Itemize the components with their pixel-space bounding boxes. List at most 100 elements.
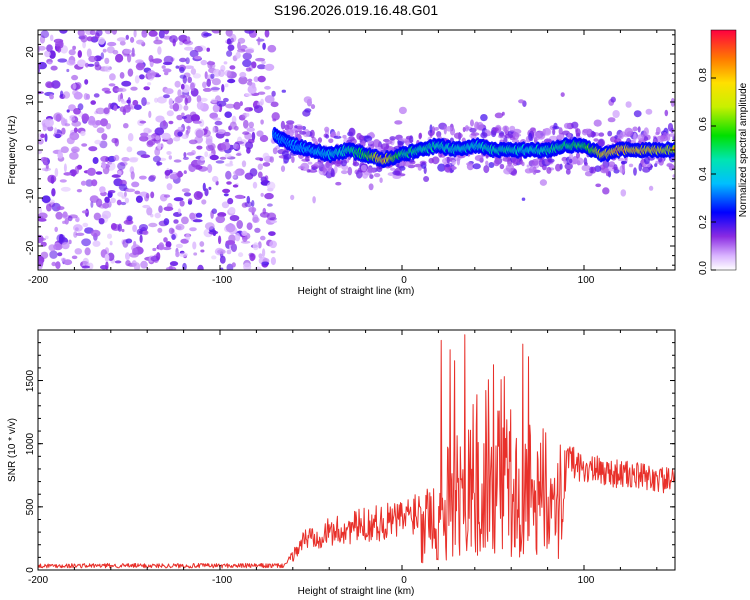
noise-blob [56,233,66,243]
noise-blob [209,112,218,119]
noise-blob [51,261,57,267]
noise-blob [243,262,252,270]
noise-blob [140,260,148,269]
signal-halo-blob [428,157,434,164]
noise-blob [60,186,71,192]
noise-blob [157,227,163,233]
noise-blob [257,241,262,249]
signal-halo-blob [610,96,616,103]
noise-blob [119,40,126,46]
noise-blob [237,37,246,44]
noise-blob [80,130,86,137]
noise-blob [220,267,224,270]
noise-blob [190,68,197,75]
noise-blob [211,30,222,34]
noise-blob [133,240,137,248]
signal-halo-blob [608,161,616,168]
noise-blob [89,195,99,203]
noise-blob [226,50,233,57]
noise-blob [68,239,72,245]
signal-halo-blob [451,165,456,171]
noise-blob [41,195,51,203]
noise-blob [55,261,61,269]
noise-blob [231,243,237,252]
noise-blob [239,71,247,78]
noise-blob [244,201,253,208]
noise-blob [126,146,133,153]
noise-blob [95,30,103,37]
snr-frame [37,329,676,571]
signal-halo-blob [492,127,499,132]
noise-blob [224,83,229,88]
noise-blob [117,162,126,171]
snr-panel: -200 -100 0 100 Height of straight line … [7,329,676,597]
noise-blob [80,180,87,186]
signal-halo-blob [356,169,363,179]
noise-blob [161,65,166,69]
signal-halo-blob [576,157,584,166]
noise-blob [225,240,236,245]
signal-halo-blob [423,176,430,182]
spectrogram-y-axis-label: Frequency (Hz) [7,116,18,185]
noise-blob [188,139,198,145]
noise-blob [38,138,44,145]
noise-blob [69,152,79,160]
noise-blob [129,157,139,161]
signal-halo-blob [607,130,613,137]
noise-blob [155,36,159,42]
noise-blob [49,250,58,259]
noise-blob [40,251,49,259]
noise-blob [85,93,90,100]
noise-blob [199,97,208,102]
signal-halo-blob [437,163,446,172]
signal-halo-blob [485,160,489,166]
signal-halo-blob [539,179,548,186]
noise-blob [227,78,236,84]
noise-blob [130,52,136,58]
noise-blob [252,181,258,189]
noise-blob [60,146,69,154]
noise-blob [130,86,138,91]
signal-halo-blob [371,168,375,173]
noise-blob [212,104,220,113]
noise-blob [96,127,105,134]
noise-blob [233,101,241,110]
noise-blob [135,62,145,71]
noise-blob [183,105,189,111]
noise-blob [140,154,151,159]
noise-blob [173,159,182,163]
noise-blob [219,255,226,264]
noise-blob [197,264,204,270]
noise-blob [184,46,194,51]
noise-blob [163,218,170,226]
signal-halo-blob [324,126,330,133]
noise-blob [104,196,110,203]
signal-halo-blob [325,134,330,139]
noise-blob [124,197,130,204]
noise-blob [163,30,170,35]
noise-blob [38,45,46,51]
noise-blob [177,208,182,214]
noise-blob [223,61,228,65]
noise-blob [155,115,165,123]
snr-x-axis-label: Height of straight line (km) [298,586,415,597]
noise-blob [99,140,108,149]
signal-halo-blob [521,197,526,201]
signal-halo-blob [303,96,312,104]
signal-halo-blob [612,110,620,118]
noise-blob [269,217,277,221]
signal-halo-blob [456,156,461,166]
noise-blob [85,179,94,187]
noise-blob [45,164,49,170]
noise-blob [186,36,191,42]
noise-blob [125,252,130,261]
noise-blob [257,36,261,46]
noise-blob [212,117,221,121]
signal-halo-blob [607,117,616,123]
noise-blob [226,249,232,255]
noise-blob [158,242,165,251]
signal-halo-blob [504,133,514,139]
noise-blob [54,226,58,233]
signal-halo-blob [493,159,500,167]
